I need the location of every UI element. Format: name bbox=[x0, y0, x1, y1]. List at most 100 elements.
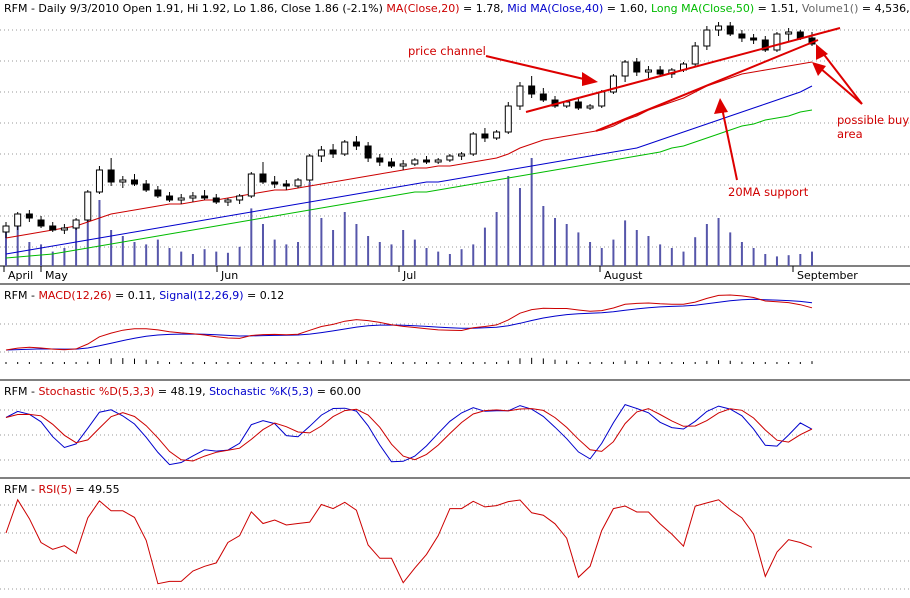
header-segment: = 48.19, bbox=[154, 385, 209, 398]
volume-bar bbox=[775, 256, 778, 266]
candle-body bbox=[528, 85, 536, 95]
volume-bar bbox=[75, 224, 78, 266]
volume-bar bbox=[297, 242, 300, 266]
candle-body bbox=[119, 179, 127, 183]
candle bbox=[481, 128, 489, 142]
volume-bar bbox=[121, 236, 124, 266]
volume-bar bbox=[5, 230, 7, 266]
candle bbox=[411, 158, 419, 166]
volume-bar bbox=[659, 244, 662, 266]
channel-upper-line bbox=[525, 27, 841, 113]
candle-body bbox=[656, 69, 664, 75]
ma20-line bbox=[5, 61, 813, 239]
volume-bar bbox=[787, 255, 790, 266]
volume-bar bbox=[437, 251, 440, 266]
candle-body bbox=[715, 25, 723, 31]
candle bbox=[504, 102, 512, 134]
candle-body bbox=[644, 69, 652, 73]
volume-bar bbox=[542, 206, 545, 266]
header-segment: RFM - bbox=[4, 289, 38, 302]
candle bbox=[95, 166, 103, 194]
volume-bar bbox=[238, 246, 241, 266]
candle-body bbox=[317, 149, 325, 157]
candle-body bbox=[95, 169, 103, 193]
candle bbox=[25, 210, 33, 222]
candle-body bbox=[598, 91, 606, 107]
candle-body bbox=[703, 29, 711, 47]
candle bbox=[493, 130, 501, 140]
candle-body bbox=[72, 219, 80, 229]
signal-line bbox=[5, 298, 813, 351]
volume-bar bbox=[320, 218, 323, 266]
candle bbox=[271, 176, 279, 188]
candle bbox=[621, 60, 629, 82]
volume-bar bbox=[355, 224, 358, 266]
candle-body bbox=[60, 227, 68, 231]
macd-panel-header: RFM - MACD(12,26) = 0.11, Signal(12,26,9… bbox=[4, 289, 284, 302]
candle-body bbox=[166, 195, 174, 201]
volume-bar bbox=[250, 208, 253, 266]
volume-bar bbox=[28, 242, 31, 266]
volume-bar bbox=[226, 252, 229, 266]
arrow-shaft bbox=[721, 107, 738, 181]
candle-body bbox=[773, 33, 781, 51]
candle bbox=[516, 82, 524, 110]
candle bbox=[399, 160, 407, 170]
candle bbox=[352, 136, 360, 150]
candle-body bbox=[516, 85, 524, 107]
volume-bar bbox=[86, 206, 89, 266]
candle bbox=[142, 180, 150, 192]
candle bbox=[703, 26, 711, 50]
candle-body bbox=[25, 213, 33, 219]
macd-line bbox=[5, 294, 813, 351]
arrow-shaft bbox=[485, 55, 589, 81]
candle bbox=[306, 154, 314, 182]
candle-body bbox=[236, 195, 244, 201]
candle bbox=[726, 22, 734, 36]
candle bbox=[469, 132, 477, 156]
volume-bar bbox=[472, 244, 475, 266]
arrow-head bbox=[714, 98, 728, 114]
volume-bar bbox=[460, 249, 463, 266]
candle bbox=[528, 76, 536, 98]
candlestick-series bbox=[2, 22, 816, 238]
candle bbox=[166, 192, 174, 202]
header-segment: Mid MA(Close,40) bbox=[507, 2, 603, 15]
volume-bar bbox=[705, 224, 708, 266]
header-segment: Stochastic %D(5,3,3) bbox=[38, 385, 154, 398]
candle-body bbox=[423, 159, 431, 163]
candle-body bbox=[49, 225, 57, 231]
volume-bar bbox=[530, 158, 533, 266]
candle bbox=[750, 34, 758, 44]
volume-bar bbox=[133, 242, 136, 266]
volume-bar bbox=[191, 254, 194, 266]
candle bbox=[247, 172, 255, 198]
volume-bar bbox=[16, 215, 19, 266]
volume-bar bbox=[647, 236, 650, 266]
candle bbox=[761, 36, 769, 52]
volume-bar bbox=[565, 224, 568, 266]
candle-body bbox=[504, 105, 512, 133]
volume-bar bbox=[285, 244, 288, 266]
volume-bar bbox=[390, 244, 393, 266]
volume-bar bbox=[343, 212, 346, 266]
candle bbox=[72, 218, 80, 230]
candle-body bbox=[224, 199, 232, 203]
volume-bar bbox=[717, 218, 720, 266]
candle bbox=[49, 222, 57, 232]
candle bbox=[446, 154, 454, 162]
moving-averages bbox=[5, 61, 813, 259]
candle bbox=[2, 222, 10, 238]
arrow-head bbox=[816, 44, 828, 60]
arrow-head bbox=[812, 62, 826, 76]
volume-bar bbox=[448, 254, 451, 266]
candle-body bbox=[446, 155, 454, 161]
candle bbox=[189, 192, 197, 202]
x-tick-label: May bbox=[45, 269, 68, 282]
indicator-lines bbox=[5, 294, 813, 585]
rsi-line bbox=[5, 498, 813, 585]
candle bbox=[539, 88, 547, 102]
candle-body bbox=[2, 225, 10, 233]
candle-body bbox=[609, 75, 617, 93]
stochastic-panel-header: RFM - Stochastic %D(5,3,3) = 48.19, Stoc… bbox=[4, 385, 361, 398]
